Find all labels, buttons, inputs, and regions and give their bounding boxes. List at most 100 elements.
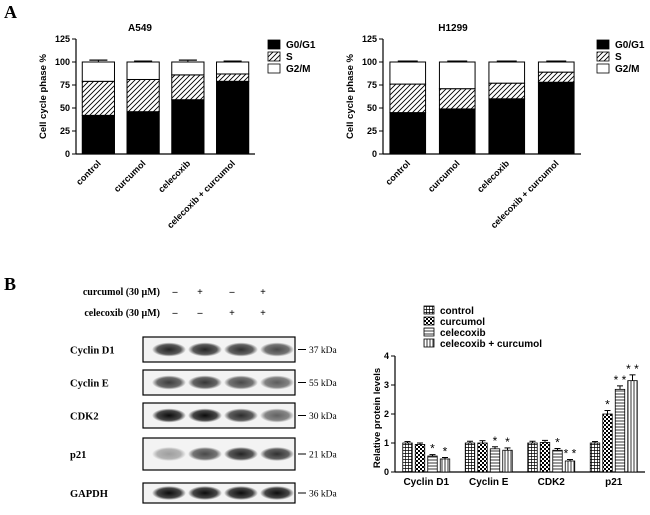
treatment-sign: + xyxy=(260,308,266,319)
blot-band xyxy=(152,408,186,423)
panel-label-a: A xyxy=(4,2,17,22)
x-tick-label: p21 xyxy=(605,477,623,488)
bar-segment xyxy=(126,111,160,155)
significance-marker: * xyxy=(505,435,510,449)
blot-row: GAPDH 36 kDa xyxy=(70,482,337,504)
legend-label: G0/G1 xyxy=(615,40,645,51)
bar xyxy=(489,448,501,473)
blot-band xyxy=(188,447,222,461)
bar-segment xyxy=(438,108,476,155)
blot-band xyxy=(188,375,222,390)
blot-protein-label: Cyclin E xyxy=(70,379,109,390)
legend-swatch xyxy=(423,327,435,337)
bar xyxy=(589,442,601,473)
bar-segment xyxy=(537,61,575,73)
blot-protein-label: GAPDH xyxy=(70,489,108,500)
bar-segment xyxy=(81,114,115,155)
legend-label: celecoxib + curcumol xyxy=(440,339,542,350)
bar xyxy=(614,388,626,473)
blot-band xyxy=(188,486,222,500)
bar-segment xyxy=(81,61,115,82)
y-tick-label: 125 xyxy=(362,34,377,44)
blot-band xyxy=(224,486,258,500)
x-tick-label: Cyclin D1 xyxy=(403,477,449,488)
blot-size-label: 30 kDa xyxy=(309,412,337,422)
legend-swatch xyxy=(423,316,435,326)
x-tick-label: control xyxy=(74,158,103,187)
legend-swatch xyxy=(596,39,610,50)
bar xyxy=(414,444,426,473)
treatment-sign: – xyxy=(229,287,236,298)
y-tick-label: 0 xyxy=(65,149,70,159)
legend-swatch xyxy=(267,51,281,62)
bar-segment xyxy=(171,99,205,155)
y-axis-label: Cell cycle phase % xyxy=(38,53,49,139)
treatment-label: celecoxib (30 μM) xyxy=(84,308,160,319)
significance-marker: * xyxy=(430,442,435,456)
x-tick-label: celecoxib xyxy=(475,158,511,194)
blot-row: CDK2 30 kDa xyxy=(70,402,337,429)
chart-a549: A549 0 25 50 75 100 125 Cell cycle phase % contr… xyxy=(38,23,316,230)
blot-band xyxy=(224,375,258,390)
blot-protein-label: Cyclin D1 xyxy=(70,346,115,357)
x-tick-label: curcumol xyxy=(426,158,462,194)
significance-marker: * * xyxy=(564,447,577,461)
blot-band xyxy=(224,408,258,423)
treatment-sign: + xyxy=(229,308,235,319)
blot-size-label: 21 kDa xyxy=(309,451,337,461)
chart-title: A549 xyxy=(128,23,152,34)
bar-segment xyxy=(126,61,160,80)
blot-protein-label: p21 xyxy=(70,450,86,461)
bar xyxy=(564,460,576,473)
blot-band xyxy=(260,486,294,500)
treatment-sign: – xyxy=(197,308,204,319)
significance-marker: * xyxy=(493,434,498,448)
western-blot: curcumol (30 μM) – + – + celecoxib (30 μM) – – +… xyxy=(70,287,337,504)
y-tick-label: 100 xyxy=(55,57,70,67)
y-tick-label: 0 xyxy=(372,149,377,159)
y-tick-label: 50 xyxy=(60,103,70,113)
blot-band xyxy=(152,447,186,461)
blot-size-label: 36 kDa xyxy=(309,490,337,500)
blot-band xyxy=(260,408,294,423)
legend-label: curcumol xyxy=(440,317,485,328)
blot-size-label: 37 kDa xyxy=(309,346,337,356)
bar-segment xyxy=(216,80,250,155)
blot-band xyxy=(152,342,186,357)
legend-label: S xyxy=(286,52,293,63)
y-axis-label: Cell cycle phase % xyxy=(345,53,356,139)
significance-marker: * * xyxy=(626,362,639,376)
blot-band xyxy=(224,342,258,357)
treatment-sign: + xyxy=(197,287,203,298)
treatment-sign: + xyxy=(260,287,266,298)
legend-swatch xyxy=(423,338,435,348)
y-tick-label: 100 xyxy=(362,57,377,67)
bar-segment xyxy=(216,73,250,82)
blot-size-label: 55 kDa xyxy=(309,379,337,389)
legend-label: G2/M xyxy=(286,64,310,75)
bar xyxy=(464,442,476,473)
bar-segment xyxy=(81,80,115,116)
bar xyxy=(627,380,638,473)
significance-marker: * * xyxy=(614,373,627,387)
significance-marker: * xyxy=(605,398,610,412)
blot-row: Cyclin E 55 kDa xyxy=(70,369,337,396)
bar-segment xyxy=(216,61,250,75)
chart-h1299: H1299 0 25 50 75 100 125 Cell cycle phase % cont… xyxy=(345,23,645,230)
y-tick-label: 4 xyxy=(384,351,389,361)
y-tick-label: 25 xyxy=(367,126,377,136)
blot-band xyxy=(152,375,186,390)
bar-segment xyxy=(438,88,476,110)
y-tick-label: 25 xyxy=(60,126,70,136)
legend-swatch xyxy=(596,51,610,62)
y-tick-label: 75 xyxy=(367,80,377,90)
y-tick-label: 50 xyxy=(367,103,377,113)
bar-segment xyxy=(537,71,575,83)
x-tick-label: CDK2 xyxy=(538,477,566,488)
panel-label-b: B xyxy=(4,274,16,294)
legend-label: S xyxy=(615,52,622,63)
bar-segment xyxy=(171,74,205,101)
bar-segment xyxy=(488,98,526,155)
